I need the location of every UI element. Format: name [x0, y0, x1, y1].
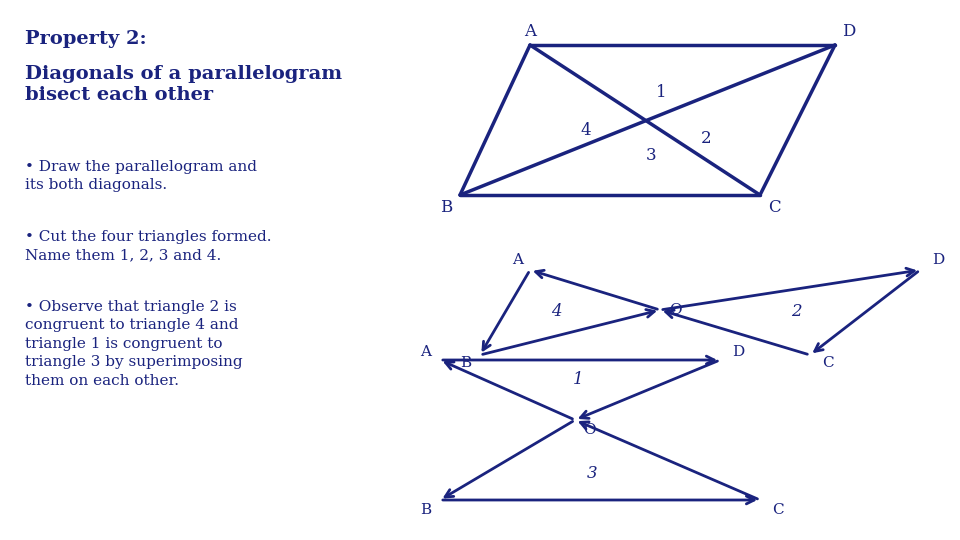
Text: B: B	[440, 199, 452, 215]
Text: 4: 4	[551, 303, 562, 320]
Text: C: C	[772, 503, 783, 517]
Text: B: B	[420, 503, 432, 517]
Text: Diagonals of a parallelogram
bisect each other: Diagonals of a parallelogram bisect each…	[25, 65, 342, 105]
Text: D: D	[732, 345, 744, 359]
Text: 2: 2	[791, 303, 802, 320]
Text: 3: 3	[587, 465, 597, 482]
Text: A: A	[524, 23, 536, 39]
Text: 3: 3	[646, 147, 657, 164]
Text: • Draw the parallelogram and
its both diagonals.: • Draw the parallelogram and its both di…	[25, 160, 257, 192]
Text: C: C	[822, 356, 834, 370]
Text: D: D	[842, 23, 855, 39]
Text: O: O	[583, 423, 595, 437]
Text: B: B	[461, 356, 471, 370]
Text: • Cut the four triangles formed.
Name them 1, 2, 3 and 4.: • Cut the four triangles formed. Name th…	[25, 230, 272, 262]
Text: Property 2:: Property 2:	[25, 30, 147, 48]
Text: 4: 4	[581, 122, 591, 139]
Text: 2: 2	[701, 130, 711, 147]
Text: 1: 1	[573, 372, 584, 388]
Text: • Observe that triangle 2 is
congruent to triangle 4 and
triangle 1 is congruent: • Observe that triangle 2 is congruent t…	[25, 300, 243, 388]
Text: 1: 1	[656, 84, 666, 101]
Text: D: D	[932, 253, 944, 267]
Text: A: A	[513, 253, 523, 267]
Text: A: A	[420, 345, 431, 359]
Text: O: O	[669, 303, 682, 317]
Text: C: C	[768, 199, 780, 215]
